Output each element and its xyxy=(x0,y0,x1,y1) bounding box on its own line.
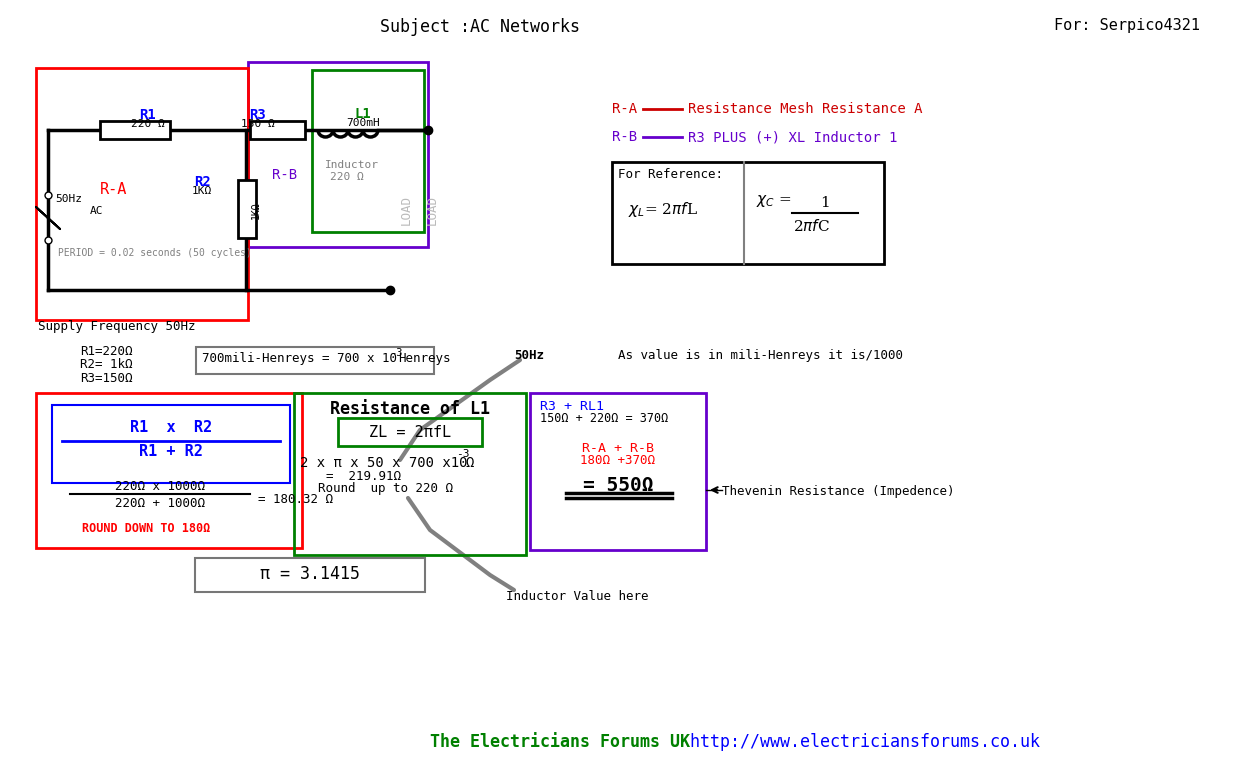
Text: = 180.32 Ω: = 180.32 Ω xyxy=(258,493,333,506)
Bar xyxy=(530,393,706,550)
Text: Thevenin Resistance (Impedence): Thevenin Resistance (Impedence) xyxy=(722,485,954,498)
Text: -3: -3 xyxy=(456,449,470,459)
Text: Resistance Mesh Resistance A: Resistance Mesh Resistance A xyxy=(688,102,923,116)
Text: =  219.91Ω: = 219.91Ω xyxy=(326,470,401,483)
Text: 700mili-Henreys = 700 x 10: 700mili-Henreys = 700 x 10 xyxy=(202,352,396,365)
Text: $\chi$$_L$= 2$\pi$$f$L: $\chi$$_L$= 2$\pi$$f$L xyxy=(628,200,698,219)
Text: 1KΩ: 1KΩ xyxy=(252,201,261,219)
Bar xyxy=(196,347,434,374)
Text: 50Hz: 50Hz xyxy=(55,194,82,204)
Text: R1 + R2: R1 + R2 xyxy=(139,444,203,459)
Text: ROUND DOWN TO 180Ω: ROUND DOWN TO 180Ω xyxy=(82,522,211,535)
Text: R-A: R-A xyxy=(612,102,637,116)
Text: 2$\pi$$f$C: 2$\pi$$f$C xyxy=(793,218,830,234)
Text: 220Ω + 1000Ω: 220Ω + 1000Ω xyxy=(115,497,204,510)
Text: 150 Ω: 150 Ω xyxy=(242,119,275,129)
Text: Inductor Value here: Inductor Value here xyxy=(506,590,648,603)
Text: 2 x π x 50 x 700 x10: 2 x π x 50 x 700 x10 xyxy=(300,456,467,470)
Bar xyxy=(612,162,883,264)
Text: PERIOD = 0.02 seconds (50 cycles): PERIOD = 0.02 seconds (50 cycles) xyxy=(58,248,252,258)
Text: For: Serpico4321: For: Serpico4321 xyxy=(1054,18,1201,33)
Text: LOAD: LOAD xyxy=(399,195,413,225)
Text: As value is in mili-Henreys it is/1000: As value is in mili-Henreys it is/1000 xyxy=(618,349,903,362)
Bar xyxy=(195,558,425,592)
Text: Inductor: Inductor xyxy=(325,160,379,170)
Text: 50Hz: 50Hz xyxy=(514,349,544,362)
Text: = 550Ω: = 550Ω xyxy=(582,476,653,495)
Text: Henreys: Henreys xyxy=(398,352,451,365)
Bar xyxy=(100,121,170,139)
Text: R3=150Ω: R3=150Ω xyxy=(81,372,133,385)
Bar xyxy=(248,62,427,247)
Text: Subject :AC Networks: Subject :AC Networks xyxy=(380,18,580,36)
Text: ZL = 2πfL: ZL = 2πfL xyxy=(369,425,451,440)
Text: L1: L1 xyxy=(354,107,372,121)
Text: R1  x  R2: R1 x R2 xyxy=(130,420,212,435)
Text: $\chi$$_C$ =: $\chi$$_C$ = xyxy=(756,193,792,209)
Text: The Electricians Forums UK: The Electricians Forums UK xyxy=(430,733,690,751)
Text: Resistance of L1: Resistance of L1 xyxy=(330,400,489,418)
Text: R2: R2 xyxy=(195,175,211,189)
Text: 150Ω + 220Ω = 370Ω: 150Ω + 220Ω = 370Ω xyxy=(540,412,668,425)
Text: Supply Frequency 50Hz: Supply Frequency 50Hz xyxy=(38,320,196,333)
Text: 700mH: 700mH xyxy=(346,118,380,128)
Bar xyxy=(250,121,305,139)
Bar xyxy=(294,393,527,555)
Text: R-B: R-B xyxy=(612,130,637,144)
Text: AC: AC xyxy=(90,206,104,216)
Text: R-B: R-B xyxy=(273,168,297,182)
Text: For Reference:: For Reference: xyxy=(618,168,724,181)
Bar xyxy=(312,70,424,232)
Text: R-A: R-A xyxy=(100,182,128,197)
Bar xyxy=(338,418,482,446)
Text: R1=220Ω: R1=220Ω xyxy=(81,345,133,358)
Text: 220Ω x 1000Ω: 220Ω x 1000Ω xyxy=(115,480,204,493)
Text: R2= 1kΩ: R2= 1kΩ xyxy=(81,358,133,371)
Bar xyxy=(36,68,248,320)
Text: R3 PLUS (+) XL Inductor 1: R3 PLUS (+) XL Inductor 1 xyxy=(688,130,897,144)
Bar xyxy=(36,393,302,548)
Text: R3 + RL1: R3 + RL1 xyxy=(540,400,603,413)
Text: -3: -3 xyxy=(390,348,403,358)
Text: 1KΩ: 1KΩ xyxy=(192,186,212,196)
Bar xyxy=(52,405,290,483)
Text: LOAD: LOAD xyxy=(425,195,439,225)
Text: 180Ω +370Ω: 180Ω +370Ω xyxy=(581,454,655,467)
Text: Ω: Ω xyxy=(466,456,475,470)
Text: 1: 1 xyxy=(820,196,830,210)
Bar xyxy=(238,180,256,238)
Text: http://www.electriciansforums.co.uk: http://www.electriciansforums.co.uk xyxy=(660,733,1040,751)
Text: R-A + R-B: R-A + R-B xyxy=(582,442,654,455)
Text: R3: R3 xyxy=(249,108,266,122)
Text: R1: R1 xyxy=(140,108,156,122)
Text: 220 Ω: 220 Ω xyxy=(330,172,364,182)
Text: Round  up to 220 Ω: Round up to 220 Ω xyxy=(318,482,453,495)
Text: π = 3.1415: π = 3.1415 xyxy=(260,565,361,583)
Text: 220 Ω: 220 Ω xyxy=(131,119,165,129)
